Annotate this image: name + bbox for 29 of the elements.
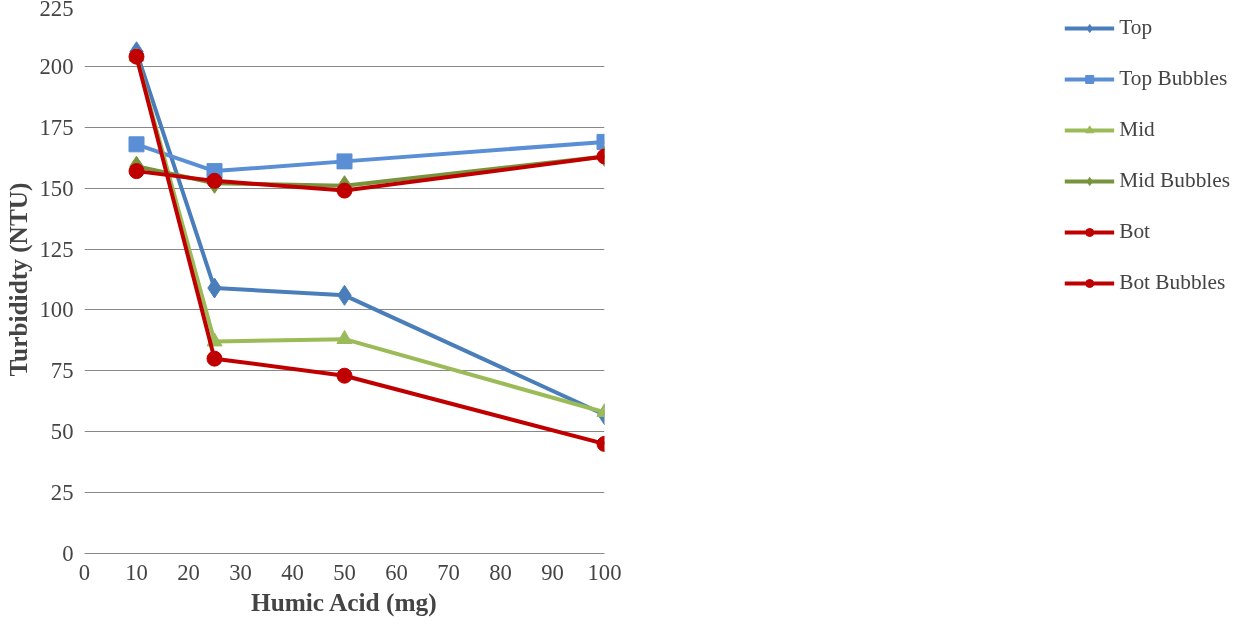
x-tick-label: 90 — [541, 559, 564, 585]
y-tick-label: 50 — [50, 419, 74, 445]
y-tick-label: 25 — [50, 480, 74, 506]
legend-label: Bot — [1119, 219, 1151, 244]
y-tick-label: 175 — [39, 114, 74, 140]
x-tick-label: 0 — [78, 559, 91, 585]
x-tick-label: 40 — [281, 559, 304, 585]
x-tick-label: 20 — [177, 559, 200, 585]
legend-label: Top Bubbles — [1119, 66, 1228, 91]
x-tick-label: 70 — [437, 559, 460, 585]
legend-label: Bot Bubbles — [1119, 270, 1226, 295]
y-tick-label: 150 — [39, 175, 74, 201]
y-axis-title: Turbididty (NTU) — [3, 182, 33, 377]
x-axis-title: Humic Acid (mg) — [250, 587, 437, 617]
y-tick-label: 0 — [62, 541, 74, 566]
y-tick-label: 125 — [39, 236, 74, 262]
y-tick-label: 225 — [39, 0, 74, 21]
x-tick-label: 60 — [385, 559, 408, 585]
legend-label: Top — [1119, 15, 1153, 40]
x-tick-label: 80 — [489, 559, 512, 585]
legend-label: Mid — [1119, 117, 1155, 142]
x-tick-label: 50 — [333, 559, 356, 585]
x-tick-label: 30 — [229, 559, 252, 585]
y-tick-label: 200 — [39, 53, 74, 79]
legend-label: Mid Bubbles — [1119, 168, 1230, 193]
y-tick-label: 100 — [39, 297, 74, 323]
x-tick-label: 10 — [125, 559, 148, 585]
x-tick-label: 100 — [587, 559, 622, 585]
y-tick-label: 75 — [50, 358, 74, 384]
